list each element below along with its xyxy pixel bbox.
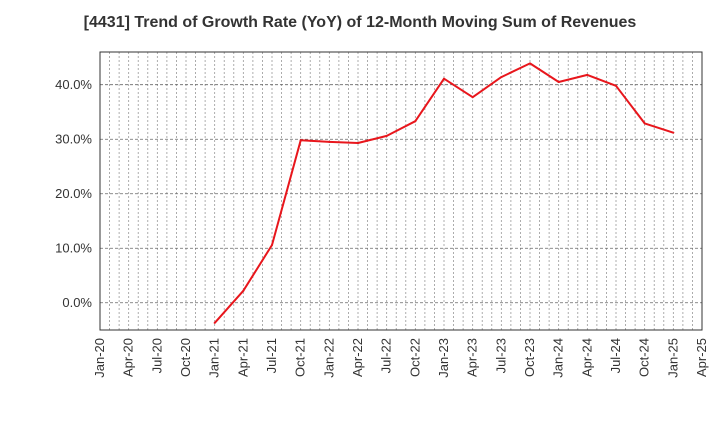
x-tick-label: Jan-23 [436,338,451,378]
x-tick-label: Jan-24 [551,338,566,378]
chart-title: [4431] Trend of Growth Rate (YoY) of 12-… [83,14,637,31]
x-tick-label: Jan-22 [321,338,336,378]
x-tick-label: Jan-20 [92,338,107,378]
y-tick-label: 30.0% [55,132,92,147]
x-tick-label: Jul-23 [493,338,508,373]
data-point [557,80,560,83]
x-tick-label: Jul-22 [379,338,394,373]
series-group [213,62,675,324]
plot-background [100,52,702,330]
x-tick-label: Jul-21 [264,338,279,373]
x-axis-tick-labels: Jan-20 Apr-20 Jul-20 Oct-20 Jan-21 Apr-21 Jul-… [92,338,709,378]
data-point [213,321,216,324]
x-tick-label: Apr-22 [350,338,365,377]
x-tick-label: Jan-25 [665,338,680,378]
data-point [328,140,331,143]
y-tick-label: 40.0% [55,77,92,92]
data-point [271,243,273,246]
y-tick-label: 20.0% [55,186,92,201]
x-tick-label: Oct-23 [522,338,537,377]
data-point [471,96,474,99]
x-tick-label: Apr-20 [121,338,136,377]
data-point [242,289,245,292]
data-point [357,142,359,145]
x-tick-label: Jul-20 [149,338,164,373]
data-point [529,62,531,65]
x-tick-label: Apr-23 [465,338,480,377]
x-tick-label: Oct-21 [293,338,308,377]
x-tick-label: Oct-20 [178,338,193,377]
x-tick-label: Apr-21 [235,338,250,377]
y-gridlines [100,84,702,304]
data-point [672,131,675,134]
x-tick-label: Jan-21 [207,338,222,378]
data-point [443,77,445,80]
x-tick-label: Apr-25 [694,338,709,377]
x-tick-label: Oct-22 [407,338,422,377]
data-point [385,134,388,137]
x-tick-label: Jul-24 [608,338,623,373]
plot-frame [99,51,703,331]
data-point [615,84,617,87]
x-tick-label: Oct-24 [637,338,652,377]
data-point [299,139,302,142]
data-point [414,120,417,123]
y-tick-label: 0.0% [62,295,92,310]
x-tick-label: Apr-24 [579,338,594,377]
y-axis-tick-labels: 0.0% 10.0% 20.0% 30.0% 40.0% [55,77,92,310]
data-point [586,73,589,76]
data-point [643,122,646,125]
y-tick-label: 10.0% [55,241,92,256]
data-point [500,76,503,79]
